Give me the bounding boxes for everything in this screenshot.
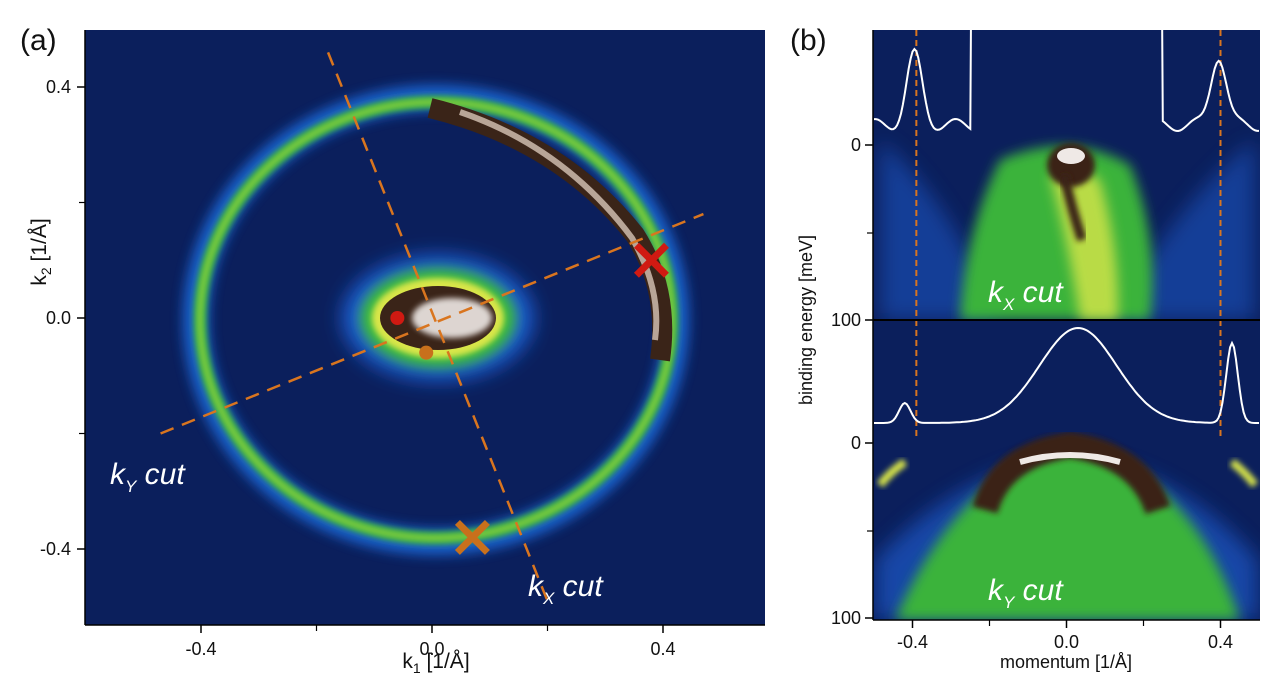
- red-cross-marker: [633, 242, 669, 278]
- panel-b-x-tick-label: 0.0: [1054, 632, 1079, 652]
- panel-b-top-spectrum: [880, 140, 1255, 320]
- top-cut-label: kX cut: [988, 276, 1064, 314]
- panel-b-x-axis-label: momentum [1/Å]: [1000, 652, 1132, 672]
- panel-b-x-tick-label: 0.4: [1208, 632, 1233, 652]
- top-cut-k: k: [988, 276, 1005, 309]
- panel-b-bottom-edc-curve: [874, 326, 1259, 424]
- central-pocket-white: [412, 298, 492, 338]
- orange-dot-marker: [419, 345, 434, 360]
- panel-a-x-tick-label: 0.4: [650, 639, 675, 659]
- kx-cut-line: [326, 51, 549, 602]
- orange-cross-stroke: [454, 519, 490, 555]
- panel-a-ylabel-main: k: [28, 275, 51, 286]
- kx-cut-sub: X: [542, 589, 555, 608]
- panel-a-axes: -0.4 0.0 0.4 -0.4 0.0 0.4: [40, 30, 765, 659]
- panel-a-x-tick-label: 0.0: [419, 639, 444, 659]
- bright-arc: [427, 98, 673, 362]
- panel-a-xlabel-sub: 1: [413, 660, 421, 676]
- ky-band-arch-white: [1019, 452, 1121, 465]
- panel-a-y-tick-label: 0.0: [46, 308, 71, 328]
- red-cross-stroke: [633, 242, 669, 278]
- panel-a-xlabel-unit: [1/Å]: [421, 650, 470, 673]
- ky-cut-k: k: [110, 458, 127, 491]
- panel-a-markers: [390, 242, 669, 555]
- panel-b: 0 100 0 100 -0.4 0.0 0.4 (b) binding energy [m…: [790, 0, 1260, 672]
- panel-b-y-tick-label: 0: [851, 433, 861, 453]
- panel-b-top-edc-curve: [874, 0, 1259, 133]
- panel-a-y-tick-label: -0.4: [40, 539, 71, 559]
- kx-band-stem: [1059, 173, 1087, 242]
- top-cut-sub: X: [1002, 295, 1015, 314]
- panel-b-y-tick-label: 0: [851, 135, 861, 155]
- bright-arc-core: [459, 109, 660, 341]
- bottom-cut-k: k: [988, 574, 1005, 607]
- kx-cut-label: kX cut: [528, 570, 604, 608]
- ky-cut-sub: Y: [125, 477, 138, 496]
- kx-cut-word: cut: [554, 570, 604, 603]
- panel-a-heatmap: [183, 85, 689, 555]
- ky-cut-label: kY cut: [110, 458, 186, 496]
- ky-cut-word: cut: [136, 458, 186, 491]
- panel-b-bottom-spectrum: [875, 431, 1259, 620]
- panel-a: -0.4 0.0 0.4-0.40.00.4 (a) k2 [1/Å] k1 [1/…: [20, 24, 765, 676]
- panel-a-y-axis-label: k2 [1/Å]: [28, 218, 54, 285]
- red-dot-marker: [390, 311, 405, 325]
- panel-b-y-axis-label: binding energy [meV]: [796, 235, 816, 405]
- panel-b-overlays: 0 100 0 100 -0.4 0.0 0.4: [831, 0, 1260, 652]
- kx-band-top-white: [1057, 148, 1085, 164]
- panel-a-y-tick-label: 0.4: [46, 77, 71, 97]
- ky-band-right-branch: [1229, 458, 1259, 488]
- ky-cut-line: [160, 212, 704, 435]
- panel-a-label: (a): [20, 24, 57, 57]
- panel-a-ylabel-unit: [1/Å]: [28, 218, 51, 267]
- ky-band-arch: [972, 431, 1171, 515]
- top-cut-word: cut: [1014, 276, 1064, 309]
- panel-a-xlabel-main: k: [402, 650, 413, 673]
- kx-band-yellow: [1050, 171, 1119, 320]
- panel-a-x-axis-label: k1 [1/Å]: [402, 650, 469, 676]
- panel-a-cuts: [160, 51, 704, 602]
- orange-cross-marker: [454, 519, 490, 555]
- panel-a-ylabel-sub: 2: [38, 267, 54, 275]
- panel-b-y-tick-label: 100: [831, 310, 861, 330]
- panel-b-x-tick-label: -0.4: [897, 632, 928, 652]
- kx-cut-k: k: [528, 570, 545, 603]
- panel-a-x-tick-label: -0.4: [185, 639, 216, 659]
- bottom-cut-sub: Y: [1003, 593, 1016, 612]
- bottom-cut-label: kY cut: [988, 574, 1064, 612]
- panel-b-y-tick-label: 100: [831, 608, 861, 628]
- bottom-cut-word: cut: [1014, 574, 1064, 607]
- ky-band-left-branch: [876, 458, 908, 488]
- panel-b-label: (b): [790, 24, 827, 57]
